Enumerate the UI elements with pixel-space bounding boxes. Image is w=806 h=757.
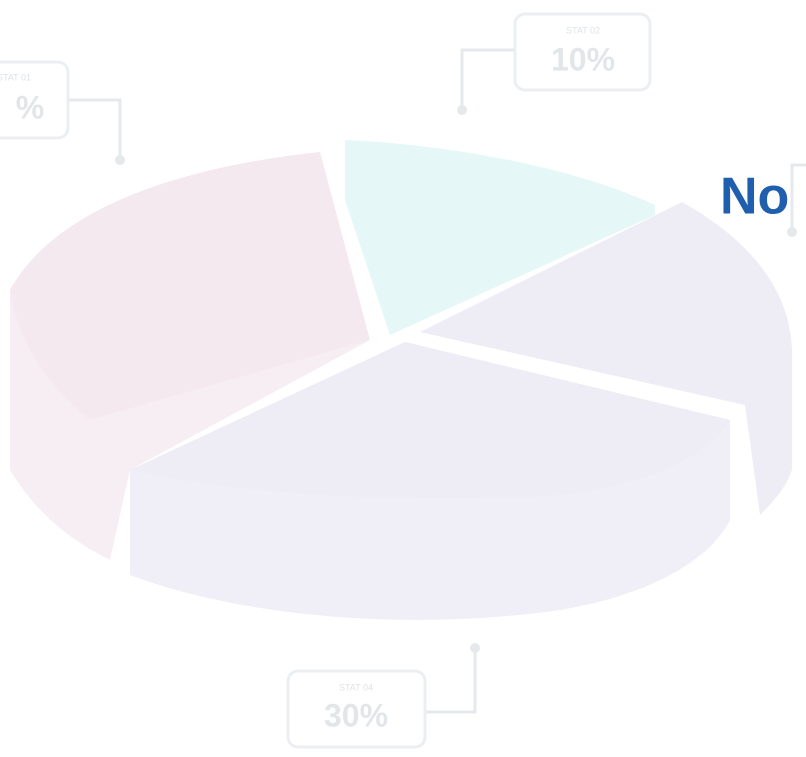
callout-value: 10% [551,41,615,77]
connector-dot [470,643,480,653]
callout-box [286,669,427,749]
pie-slice [420,202,792,515]
callout-label: STAT 04 [339,682,373,692]
connector [68,98,122,158]
pie-slice [345,140,655,335]
callout-label: STAT 01 [0,72,31,82]
connector [425,650,477,714]
callout-value: % [16,89,44,125]
connector-dot [457,105,467,115]
callout-value: 30% [324,697,388,733]
connector [790,163,806,228]
connector-dot [115,155,125,165]
callout-box [513,12,652,92]
callout-box [0,60,70,140]
pie-slice-top [130,342,730,499]
heading: No [720,168,789,226]
connector [460,48,515,108]
connector-dot [787,227,797,237]
pie-slice-top [10,152,370,420]
callout-label: STAT 02 [566,25,600,35]
